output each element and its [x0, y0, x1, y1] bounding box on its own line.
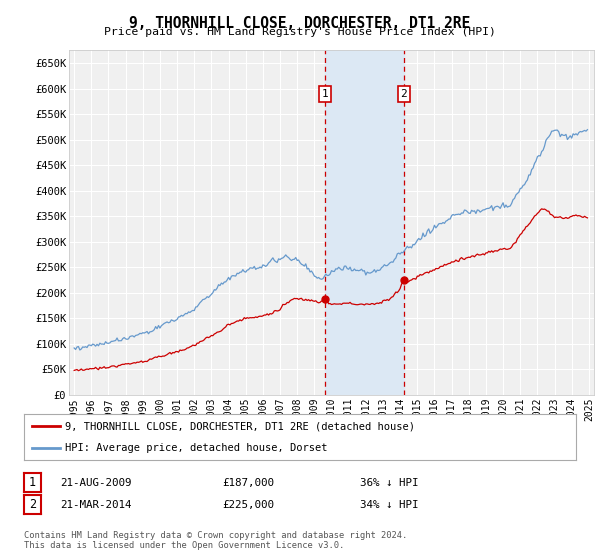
Text: Price paid vs. HM Land Registry's House Price Index (HPI): Price paid vs. HM Land Registry's House … — [104, 27, 496, 38]
Text: 1: 1 — [322, 89, 329, 99]
Text: 9, THORNHILL CLOSE, DORCHESTER, DT1 2RE: 9, THORNHILL CLOSE, DORCHESTER, DT1 2RE — [130, 16, 470, 31]
Bar — [325, 50, 404, 395]
Text: 2: 2 — [29, 498, 36, 511]
Text: £225,000: £225,000 — [222, 500, 274, 510]
Text: 2: 2 — [401, 89, 407, 99]
Text: HPI: Average price, detached house, Dorset: HPI: Average price, detached house, Dors… — [65, 443, 328, 453]
Text: Contains HM Land Registry data © Crown copyright and database right 2024.
This d: Contains HM Land Registry data © Crown c… — [24, 531, 407, 550]
Text: 36% ↓ HPI: 36% ↓ HPI — [360, 478, 419, 488]
Text: £187,000: £187,000 — [222, 478, 274, 488]
Text: 34% ↓ HPI: 34% ↓ HPI — [360, 500, 419, 510]
Text: 21-AUG-2009: 21-AUG-2009 — [60, 478, 131, 488]
Text: 21-MAR-2014: 21-MAR-2014 — [60, 500, 131, 510]
Text: 1: 1 — [29, 476, 36, 489]
Text: 9, THORNHILL CLOSE, DORCHESTER, DT1 2RE (detached house): 9, THORNHILL CLOSE, DORCHESTER, DT1 2RE … — [65, 422, 415, 432]
